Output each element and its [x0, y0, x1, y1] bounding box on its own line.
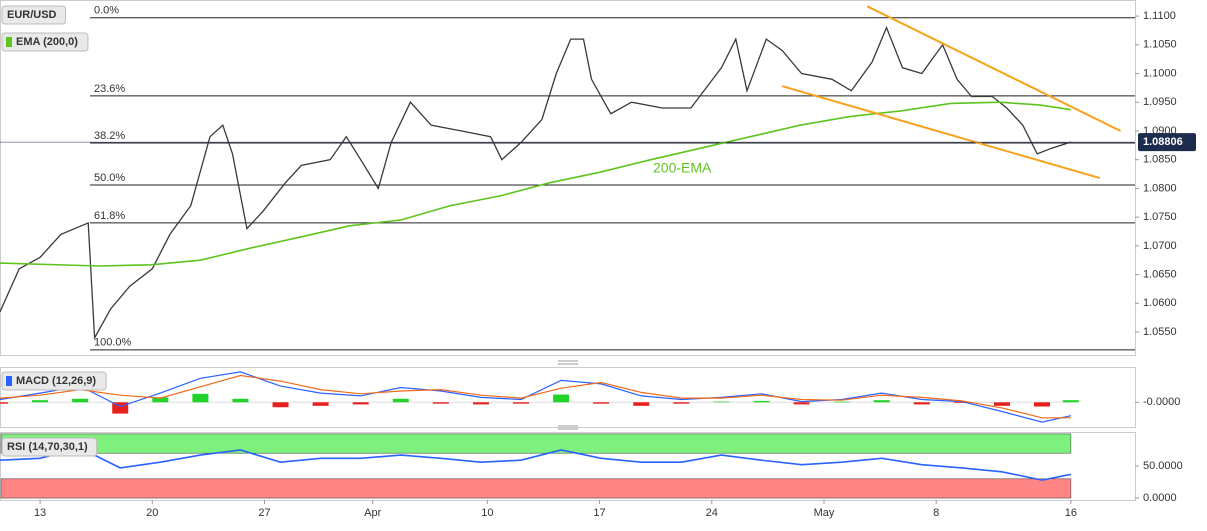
- trend-line: [866, 5, 1122, 132]
- price-line: [0, 447, 1072, 481]
- indicator-label-box: [1, 32, 89, 52]
- price-line: [0, 25, 1072, 341]
- histogram-bar: [913, 402, 930, 405]
- y-tick-label: 1.0750: [1143, 211, 1177, 223]
- fib-label: 23.6%: [94, 83, 125, 95]
- x-tick-label: 13: [34, 507, 46, 519]
- histogram-bar: [472, 402, 489, 405]
- x-tick-label: 10: [481, 507, 493, 519]
- indicator-label: EUR/USD: [1, 5, 67, 25]
- histogram-bar: [0, 402, 8, 404]
- histogram-bar: [833, 401, 850, 403]
- histogram-bar: [232, 398, 249, 403]
- indicator-label-text: EMA (200,0): [16, 36, 78, 48]
- histogram-bar: [713, 401, 730, 403]
- x-tick-label: 16: [1065, 507, 1077, 519]
- histogram-bar: [953, 402, 970, 403]
- y-tick-label: 1.1050: [1143, 39, 1177, 51]
- y-tick-label: 1.0850: [1143, 154, 1177, 166]
- histogram-bar: [72, 398, 89, 403]
- x-tick-label: May: [814, 507, 835, 519]
- x-tick-label: 17: [593, 507, 605, 519]
- histogram-bar: [192, 393, 209, 403]
- histogram-bar: [793, 402, 810, 405]
- y-tick-label: -0.0000: [1143, 396, 1180, 408]
- histogram-bar: [352, 402, 369, 405]
- x-tick-label: 20: [146, 507, 158, 519]
- last-price-tag: [1138, 133, 1196, 152]
- panel-handle[interactable]: [558, 425, 578, 430]
- y-tick-label: 1.0950: [1143, 96, 1177, 108]
- fib-label: 100.0%: [94, 337, 132, 349]
- fib-label: 61.8%: [94, 210, 125, 222]
- histogram-bar: [392, 398, 409, 403]
- histogram-bar: [1062, 400, 1079, 403]
- y-tick-label: 1.0700: [1143, 240, 1177, 252]
- histogram-bar: [873, 400, 890, 403]
- histogram-bar: [1034, 402, 1051, 407]
- histogram-bar: [753, 400, 770, 403]
- indicator-label: MACD (12,26,9): [1, 371, 107, 391]
- histogram-bar: [152, 397, 169, 403]
- y-tick-label: 1.1000: [1143, 67, 1177, 79]
- legend-swatch: [6, 376, 12, 386]
- y-tick-label: 50.0000: [1143, 460, 1183, 472]
- histogram-bar: [553, 394, 570, 403]
- histogram-bar: [112, 402, 129, 414]
- indicator-label-box: [1, 437, 98, 457]
- ema-annotation: 200-EMA: [653, 160, 712, 176]
- indicator-label-box: [1, 371, 107, 391]
- histogram-bar: [673, 402, 690, 404]
- fib-label: 0.0%: [94, 5, 119, 17]
- fib-label: 38.2%: [94, 130, 125, 142]
- indicator-label-box: [1, 5, 67, 25]
- histogram-bar: [32, 400, 49, 403]
- x-tick-label: 8: [933, 507, 939, 519]
- trend-line: [782, 85, 1101, 180]
- signal-line: [0, 374, 1071, 419]
- histogram-bar: [513, 402, 530, 404]
- x-tick-label: Apr: [364, 507, 381, 519]
- y-tick-label: 1.0650: [1143, 268, 1177, 280]
- panel-handle[interactable]: [558, 360, 578, 365]
- indicator-label: RSI (14,70,30,1): [1, 437, 98, 457]
- legend-swatch: [6, 37, 12, 47]
- price-panel: [0, 0, 1136, 356]
- rsi-zone: [0, 433, 1072, 454]
- indicator-label-text: RSI (14,70,30,1): [7, 441, 88, 453]
- fib-label: 50.0%: [94, 172, 125, 184]
- y-tick-label: 1.1100: [1143, 10, 1176, 22]
- ema-line: [0, 101, 1072, 267]
- x-tick-label: 27: [258, 507, 270, 519]
- histogram-bar: [593, 402, 610, 404]
- y-tick-label: 1.0550: [1143, 326, 1177, 338]
- histogram-bar: [633, 402, 650, 406]
- histogram-bar: [432, 402, 449, 404]
- y-tick-label: 1.0600: [1143, 297, 1177, 309]
- indicator-label-text: EUR/USD: [7, 9, 57, 21]
- indicator-label: EMA (200,0): [1, 32, 89, 52]
- y-tick-label: 1.0800: [1143, 182, 1177, 194]
- y-tick-label: 0.0000: [1143, 492, 1177, 504]
- histogram-bar: [312, 402, 329, 406]
- histogram-bar: [993, 402, 1010, 406]
- indicator-label-text: MACD (12,26,9): [16, 375, 96, 387]
- rsi-zone: [0, 478, 1072, 499]
- last-price-label: 1.08806: [1143, 136, 1183, 148]
- x-tick-label: 24: [706, 507, 718, 519]
- histogram-bar: [272, 402, 289, 408]
